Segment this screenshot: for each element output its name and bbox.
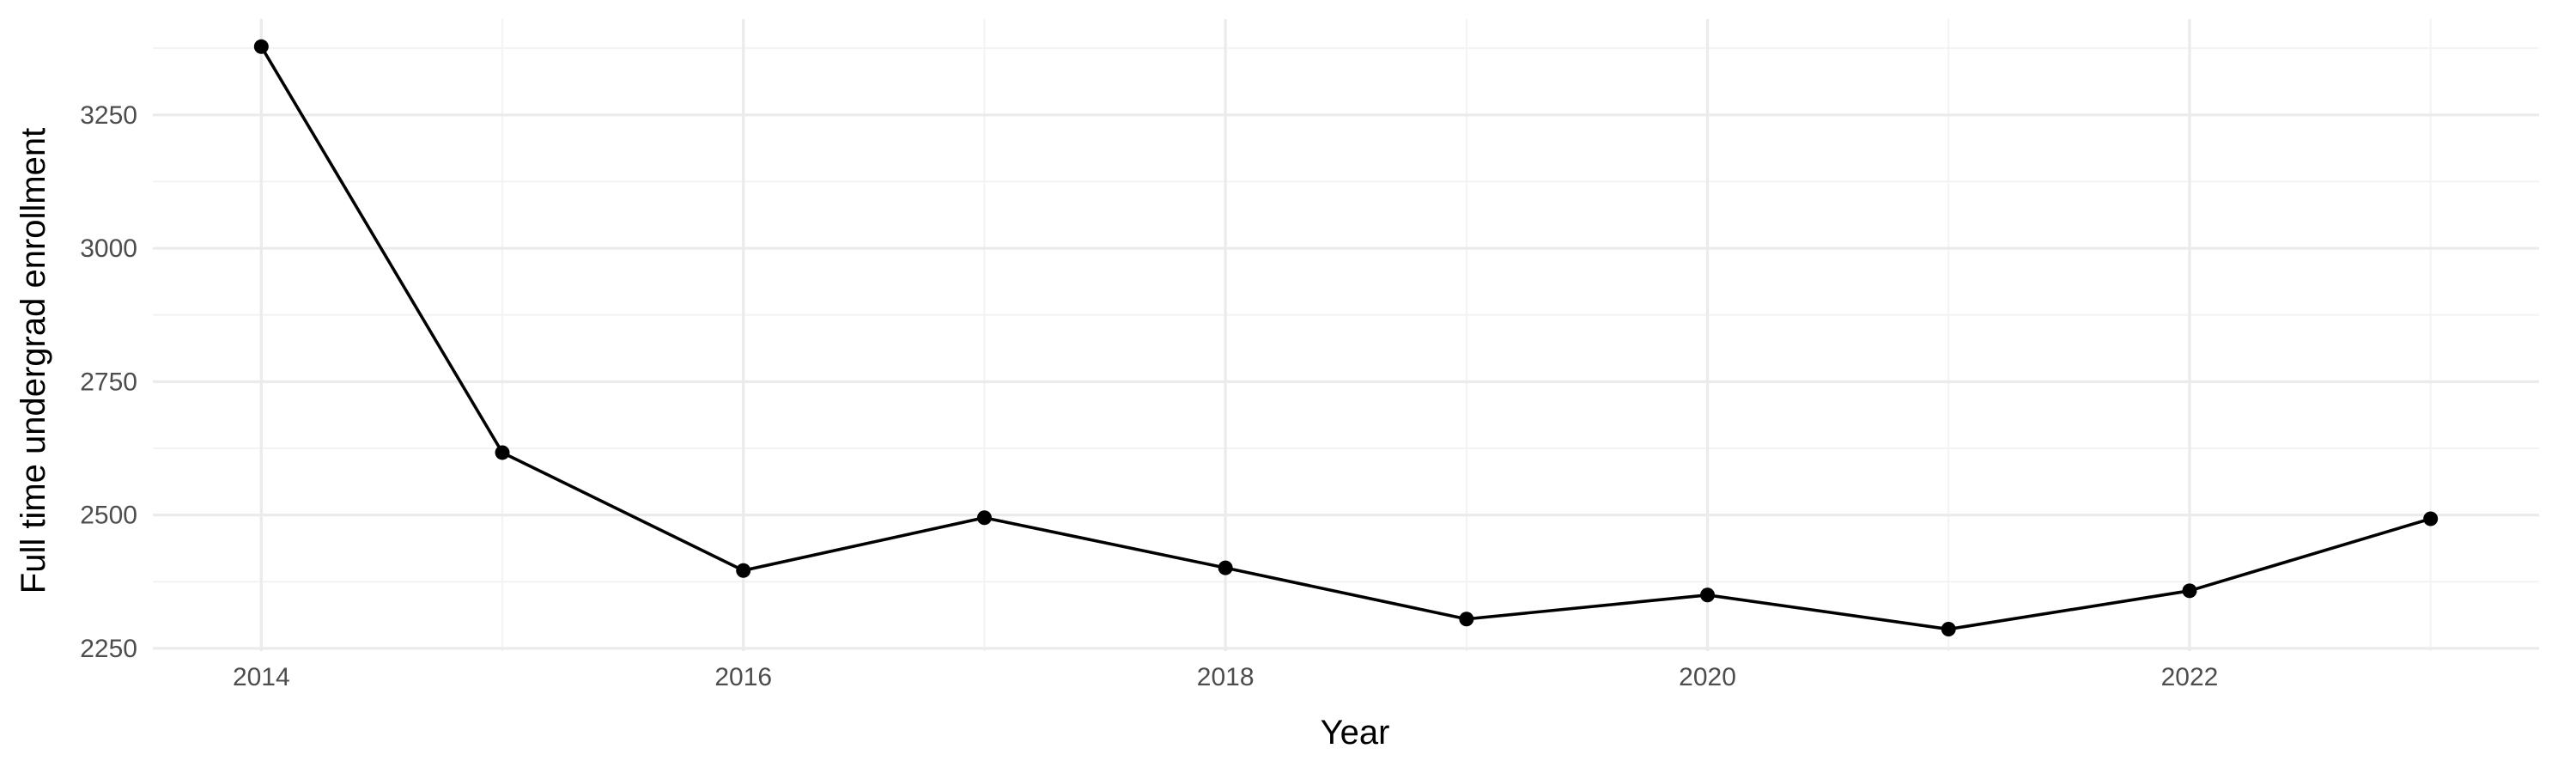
y-tick-label: 2500 [80,502,137,530]
y-tick-label: 3000 [80,234,137,263]
y-tick-label: 2250 [80,635,137,663]
data-points [253,39,2439,637]
x-tick-label: 2020 [1679,663,1736,691]
data-point [253,39,269,54]
x-axis-tick-labels: 2014 2016 2018 2020 2022 [233,663,2218,691]
data-point [1459,612,1474,627]
series-line [259,46,2432,631]
data-point [2423,511,2439,526]
y-axis-tick-labels: 2250 2500 2750 3000 3250 [80,101,137,663]
y-axis-title: Full time undergrad enrollment [15,128,52,593]
y-tick-label: 2750 [80,368,137,396]
series-line-group [259,46,2432,631]
x-tick-label: 2022 [2161,663,2219,691]
data-point [1700,587,1716,603]
data-point [1941,622,1956,637]
data-point [2182,583,2197,599]
x-tick-label: 2014 [233,663,290,691]
data-point [495,445,510,460]
x-tick-label: 2016 [714,663,772,691]
x-tick-label: 2018 [1197,663,1255,691]
data-point [976,510,992,526]
grid-lines [153,19,2539,651]
data-point [736,563,751,578]
y-tick-label: 3250 [80,101,137,130]
x-axis-title: Year [1321,714,1390,752]
data-point [1218,560,1233,575]
